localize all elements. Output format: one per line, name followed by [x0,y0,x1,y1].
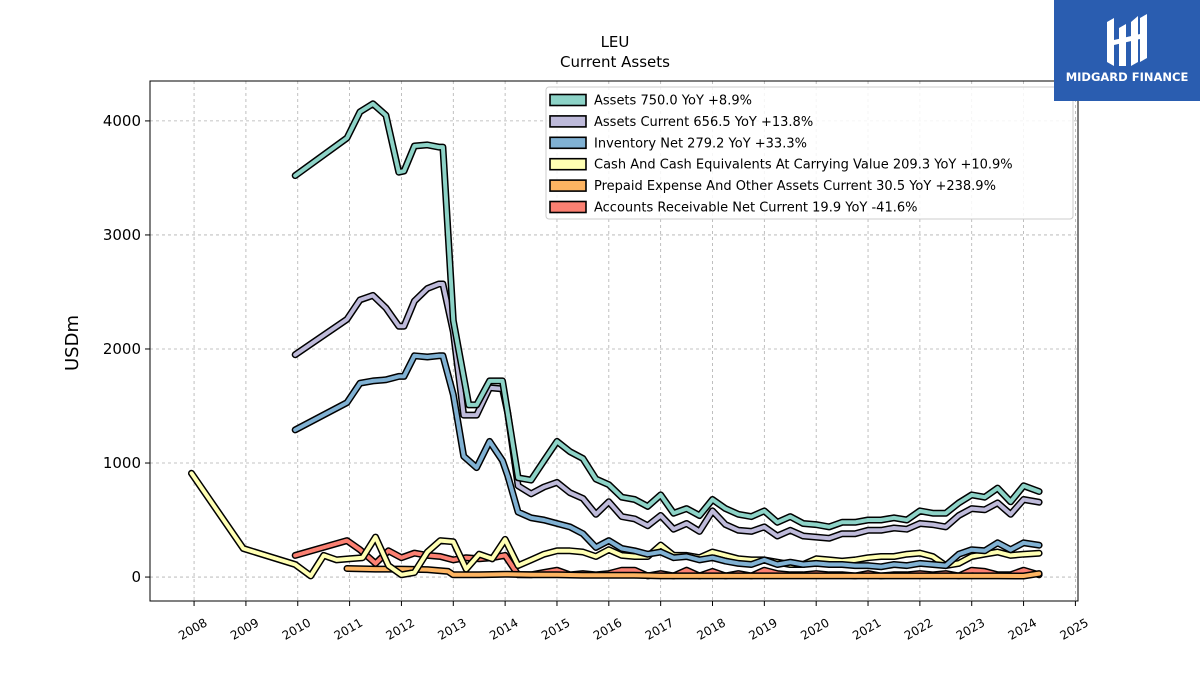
series-lines [188,100,1043,580]
series-line-prepaid-expense-and-other-assets-current [345,566,1042,578]
y-tick-label: 0 [131,568,141,586]
plot-area-frame [149,80,1079,602]
legend-label-cash-and-cash-equivalents-at-carrying-value: Cash And Cash Equivalents At Carrying Va… [594,158,1013,173]
chart-title: LEU [601,33,630,51]
y-tick-label: 4000 [103,112,141,130]
legend-swatch-assets [549,93,587,107]
legend-label-inventory-net: Inventory Net 279.2 YoY +33.3% [594,136,807,151]
legend-label-assets: Assets 750.0 YoY +8.9% [594,94,752,109]
y-tick-label: 1000 [103,454,141,472]
y-tick-label: 3000 [103,226,141,244]
legend-swatch-assets-current [549,115,587,128]
legend: Assets 750.0 YoY +8.9% Assets Current 656… [545,86,1074,220]
logo-mark-icon [1107,14,1147,66]
legend-swatch-accounts-receivable-net-current [549,200,587,214]
y-axis-label: USDm [62,315,83,371]
series-line-inventory-net [293,353,1042,569]
series-line-assets-current [293,282,1042,541]
series-line-assets [293,101,1042,529]
legend-swatch-inventory-net [549,136,587,150]
chart-subtitle: Current Assets [560,53,670,71]
y-axis: 0 1000 2000 3000 4000 [103,112,150,586]
legend-label-prepaid-expense-and-other-assets-current: Prepaid Expense And Other Assets Current… [594,179,996,194]
logo-background [1054,0,1200,101]
logo-text: MIDGARD FINANCE [1066,70,1189,84]
legend-label-assets-current: Assets Current 656.5 YoY +13.8% [594,115,813,130]
brand-logo: MIDGARD FINANCE [1054,0,1200,101]
legend-label-accounts-receivable-net-current: Accounts Receivable Net Current 19.9 YoY… [594,201,917,216]
legend-swatch-prepaid-expense-and-other-assets-current [549,179,587,192]
legend-swatch-cash-and-cash-equivalents-at-carrying-value [549,157,587,171]
y-tick-label: 2000 [103,340,141,358]
legend-box [545,86,1074,220]
